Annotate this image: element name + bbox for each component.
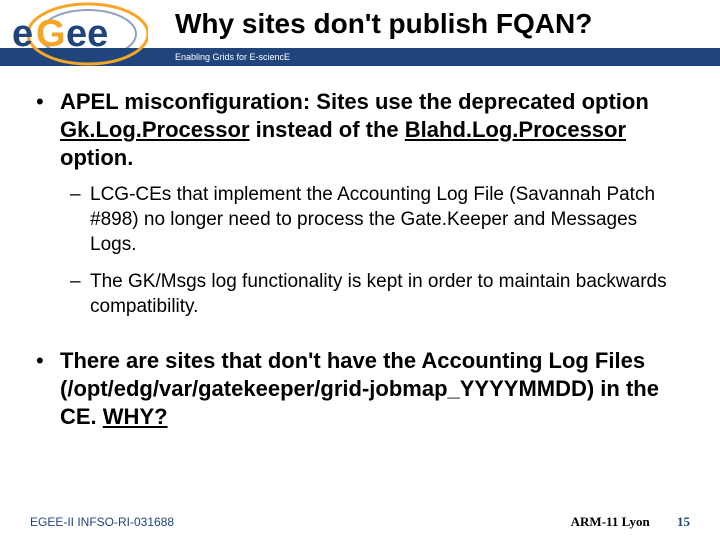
bullet-text: LCG-CEs that implement the Accounting Lo…	[90, 182, 684, 257]
bullet-level-2: –The GK/Msgs log functionality is kept i…	[70, 269, 684, 319]
footer-left: EGEE-II INFSO-RI-031688	[30, 515, 174, 529]
bullet-text: The GK/Msgs log functionality is kept in…	[90, 269, 684, 319]
footer-right: ARM-11 Lyon 15	[571, 514, 690, 530]
underlined-term: Gk.Log.Processor	[60, 117, 250, 142]
svg-text:G: G	[36, 13, 66, 55]
text-run: The GK/Msgs log functionality is kept in…	[90, 271, 667, 317]
svg-text:e: e	[12, 13, 33, 55]
egee-logo: e G ee	[8, 2, 148, 66]
text-run: instead of the	[250, 117, 405, 142]
text-run: APEL misconfiguration: Sites use the dep…	[60, 89, 649, 114]
emphasis-why: WHY?	[103, 404, 168, 429]
bullet-level-1: •APEL misconfiguration: Sites use the de…	[36, 88, 684, 172]
bullet-marker: –	[70, 182, 90, 257]
text-run: LCG-CEs that implement the Accounting Lo…	[90, 184, 655, 255]
slide-footer: EGEE-II INFSO-RI-031688 ARM-11 Lyon 15	[0, 514, 720, 530]
bullet-marker: •	[36, 88, 60, 172]
slide-content: •APEL misconfiguration: Sites use the de…	[0, 70, 720, 431]
bullet-marker: •	[36, 347, 60, 431]
footer-page-number: 15	[677, 514, 690, 529]
bullet-level-2: –LCG-CEs that implement the Accounting L…	[70, 182, 684, 257]
bullet-text: There are sites that don't have the Acco…	[60, 347, 684, 431]
slide-title: Why sites don't publish FQAN?	[175, 8, 592, 40]
bullet-text: APEL misconfiguration: Sites use the dep…	[60, 88, 684, 172]
bullet-marker: –	[70, 269, 90, 319]
underlined-term: Blahd.Log.Processor	[405, 117, 626, 142]
text-run: option.	[60, 145, 133, 170]
footer-event: ARM-11 Lyon	[571, 514, 650, 529]
slide-header: e G ee Why sites don't publish FQAN? Ena…	[0, 0, 720, 70]
svg-text:ee: ee	[66, 13, 108, 55]
slide-subtitle: Enabling Grids for E-sciencE	[175, 52, 290, 62]
bullet-level-1: •There are sites that don't have the Acc…	[36, 347, 684, 431]
